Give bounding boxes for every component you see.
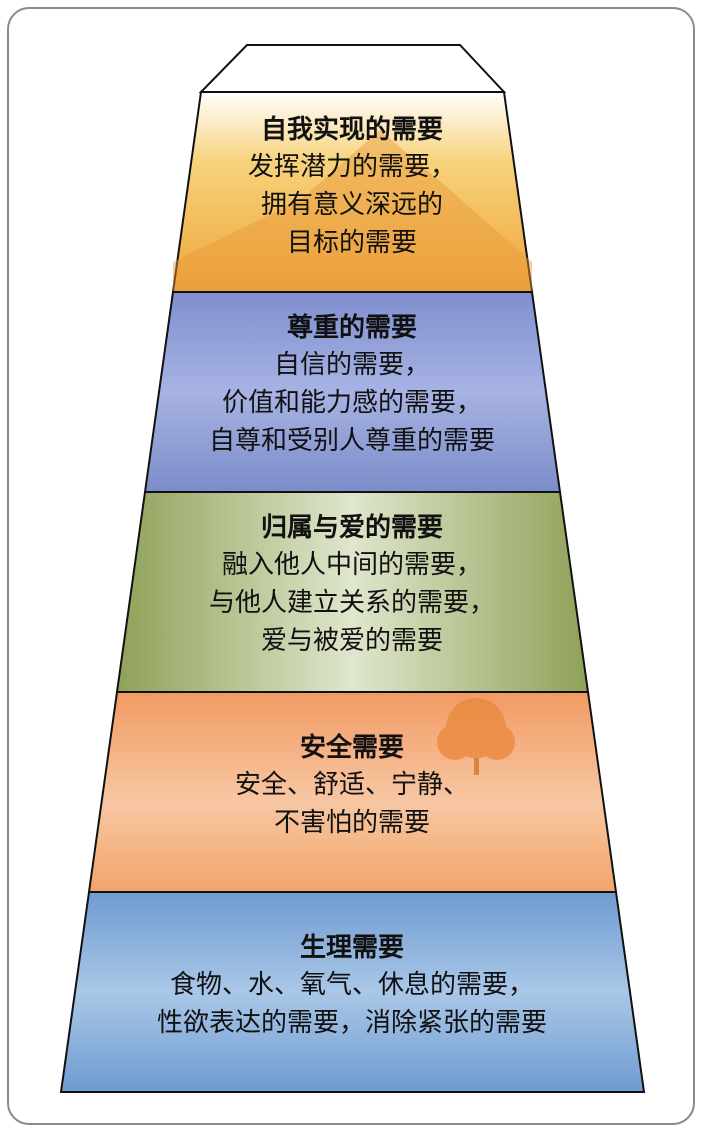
pyramid-cap [198, 44, 507, 93]
level-line: 融入他人中间的需要， [221, 550, 482, 580]
level-line: 不害怕的需要 [273, 808, 430, 838]
level-safety-text: 安全需要 安全、舒适、宁静、 不害怕的需要 [0, 730, 704, 842]
level-line: 食物、水、氧气、休息的需要， [169, 970, 534, 1000]
tree-shape [437, 698, 515, 775]
level-line: 性欲表达的需要，消除紧张的需要 [156, 1008, 547, 1038]
level-physiological-band [59, 891, 646, 1093]
level-line: 目标的需要 [286, 228, 417, 258]
level-line: 自尊和受别人尊重的需要 [208, 426, 495, 456]
level-title: 自我实现的需要 [260, 115, 443, 145]
level-title: 尊重的需要 [286, 313, 417, 343]
level-line: 自信的需要， [273, 350, 430, 380]
level-line: 发挥潜力的需要， [247, 152, 456, 182]
level-belonging-text: 归属与爱的需要 融入他人中间的需要， 与他人建立关系的需要， 爱与被爱的需要 [0, 510, 704, 660]
level-title: 生理需要 [299, 933, 404, 963]
level-title: 安全需要 [299, 733, 404, 763]
level-self-actualization-text: 自我实现的需要 发挥潜力的需要， 拥有意义深远的 目标的需要 [0, 112, 704, 262]
level-line: 拥有意义深远的 [260, 190, 443, 220]
level-line: 与他人建立关系的需要， [208, 588, 495, 618]
level-line: 爱与被爱的需要 [260, 626, 443, 656]
level-title: 归属与爱的需要 [260, 513, 443, 543]
level-physiological-text: 生理需要 食物、水、氧气、休息的需要， 性欲表达的需要，消除紧张的需要 [0, 930, 704, 1042]
level-line: 安全、舒适、宁静、 [234, 770, 469, 800]
level-line: 价值和能力感的需要， [221, 388, 482, 418]
level-esteem-text: 尊重的需要 自信的需要， 价值和能力感的需要， 自尊和受别人尊重的需要 [0, 310, 704, 460]
mountain-shape [173, 130, 532, 292]
